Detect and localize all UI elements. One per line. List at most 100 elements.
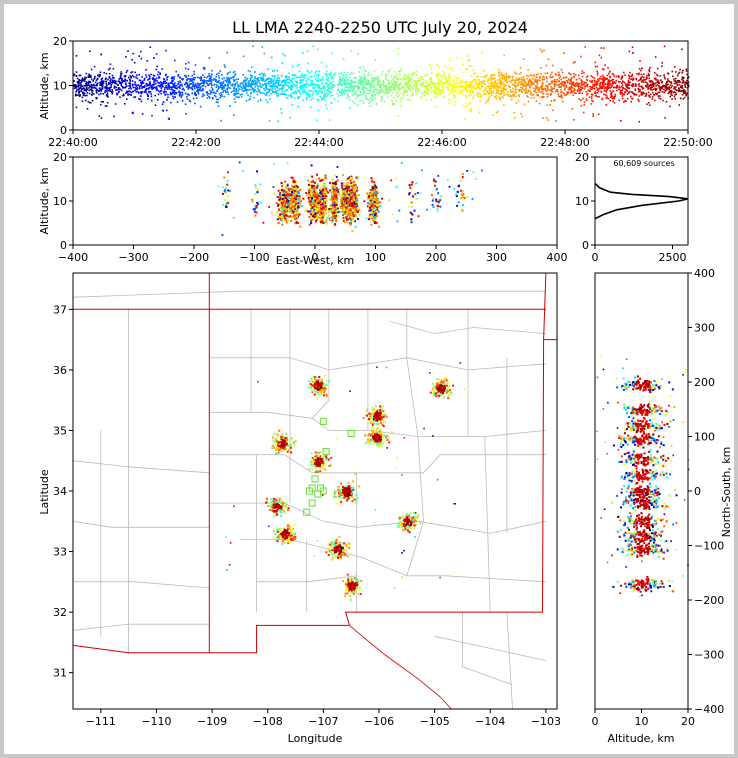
- source-point: [190, 87, 193, 89]
- source-point: [75, 71, 78, 73]
- source-point: [609, 76, 612, 79]
- source-point: [664, 87, 667, 89]
- source-point: [169, 86, 172, 88]
- source-point: [308, 194, 311, 197]
- source-point: [142, 86, 144, 88]
- source-point: [381, 71, 384, 73]
- source-point: [618, 80, 620, 83]
- source-point: [448, 76, 451, 78]
- source-point: [492, 81, 494, 84]
- source-point: [198, 83, 200, 85]
- source-point: [665, 82, 668, 84]
- source-point: [499, 78, 501, 81]
- source-point: [311, 84, 313, 86]
- source-point: [609, 80, 611, 82]
- source-point: [504, 76, 507, 79]
- source-point: [299, 87, 301, 89]
- source-point: [580, 105, 583, 107]
- source-point: [91, 99, 94, 102]
- source-point: [207, 75, 209, 78]
- source-point: [671, 70, 674, 73]
- source-point: [607, 83, 610, 85]
- source-point: [91, 86, 93, 89]
- source-point: [505, 79, 508, 81]
- source-point: [84, 94, 87, 97]
- source-point: [130, 71, 132, 74]
- source-point: [293, 188, 296, 190]
- source-point: [661, 88, 664, 90]
- source-point: [78, 81, 80, 84]
- source-point: [443, 82, 446, 84]
- source-point: [491, 77, 494, 80]
- source-point: [405, 82, 408, 85]
- source-point: [536, 81, 538, 84]
- source-point: [655, 85, 657, 87]
- source-point: [195, 84, 198, 87]
- source-point: [240, 86, 242, 89]
- source-point: [293, 179, 296, 182]
- source-point: [103, 71, 105, 74]
- source-point: [107, 96, 109, 98]
- source-point: [421, 85, 423, 88]
- source-point: [242, 83, 244, 85]
- source-point: [473, 85, 475, 88]
- source-point: [351, 90, 354, 93]
- source-point: [272, 91, 274, 93]
- source-point: [427, 88, 429, 91]
- source-point: [371, 94, 373, 96]
- source-point: [135, 85, 138, 88]
- source-point: [287, 199, 290, 202]
- source-point: [251, 66, 253, 68]
- source-point: [160, 85, 162, 87]
- source-point: [276, 218, 279, 221]
- source-point: [160, 81, 162, 83]
- source-point: [163, 92, 165, 94]
- source-point: [651, 84, 653, 86]
- source-point: [288, 81, 291, 84]
- source-point: [199, 79, 202, 82]
- source-point: [173, 84, 175, 87]
- source-point: [343, 92, 346, 95]
- source-point: [307, 196, 310, 199]
- source-point: [535, 74, 538, 76]
- source-point: [225, 84, 227, 87]
- source-point: [586, 83, 589, 86]
- source-point: [105, 87, 107, 89]
- source-point: [329, 73, 332, 75]
- source-point: [558, 73, 561, 76]
- source-point: [166, 88, 169, 90]
- source-point: [490, 93, 493, 95]
- source-point: [376, 89, 378, 91]
- source-point: [275, 202, 278, 205]
- source-point: [404, 78, 407, 81]
- source-point: [360, 75, 363, 78]
- source-point: [395, 75, 397, 77]
- source-point: [415, 83, 418, 85]
- source-point: [235, 89, 238, 91]
- source-point: [531, 78, 534, 80]
- source-point: [503, 74, 505, 76]
- source-point: [152, 74, 155, 77]
- source-point: [545, 117, 548, 119]
- source-point: [536, 85, 538, 88]
- source-point: [149, 81, 151, 83]
- source-point: [582, 97, 584, 100]
- source-point: [320, 90, 322, 93]
- source-point: [532, 82, 534, 85]
- source-point: [197, 88, 199, 91]
- source-point: [260, 76, 262, 79]
- source-point: [113, 79, 116, 82]
- source-point: [104, 89, 107, 92]
- source-point: [435, 96, 437, 98]
- source-point: [160, 92, 162, 95]
- source-point: [278, 193, 281, 196]
- source-point: [573, 119, 575, 121]
- source-point: [308, 201, 310, 204]
- source-point: [326, 93, 328, 95]
- source-point: [290, 84, 292, 86]
- source-point: [178, 86, 181, 89]
- source-point: [349, 79, 351, 81]
- source-point: [673, 79, 676, 82]
- source-point: [263, 93, 266, 95]
- source-point: [98, 75, 101, 78]
